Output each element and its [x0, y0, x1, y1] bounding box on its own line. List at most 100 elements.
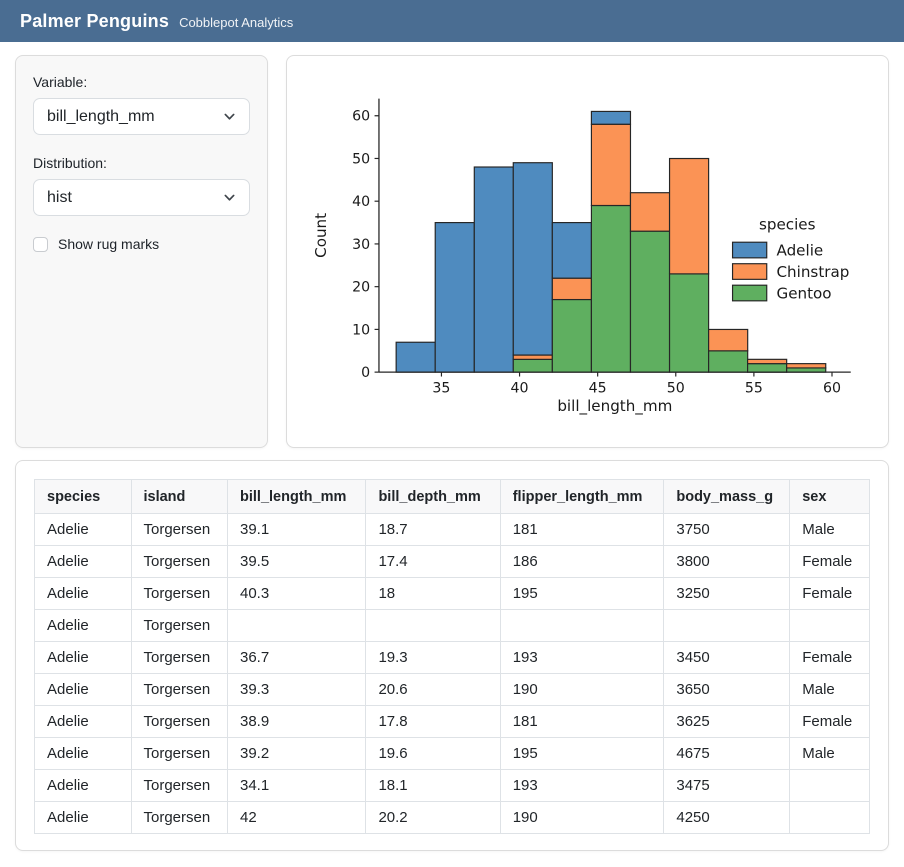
main-content: Variable: bill_length_mm Distribution: h… [0, 42, 904, 851]
bar-chinstrap-bin8 [708, 328, 749, 352]
bar-chinstrap-bin10 [786, 363, 827, 369]
table-cell: 38.9 [226, 705, 367, 738]
table-row: Adelie Torgersen 38.9 17.8 181 3625 Female [34, 705, 870, 738]
chart-legend: species Adelie Chinstrap Gentoo [731, 216, 849, 302]
table-cell: 3800 [663, 545, 791, 578]
table-cell: 20.6 [365, 673, 501, 706]
distribution-select-value: hist [47, 188, 72, 206]
table-cell: 3750 [663, 513, 791, 546]
table-cell: 3625 [663, 705, 791, 738]
bar-adelie-bin1 [434, 222, 475, 373]
y-tick-label: 0 [361, 365, 370, 381]
y-tick-label: 20 [352, 280, 370, 296]
table-cell: 190 [499, 673, 665, 706]
table-cell: Torgersen [130, 641, 228, 674]
table-cell: Adelie [34, 705, 132, 738]
table-cell: 18.7 [365, 513, 501, 546]
table-cell: Adelie [34, 641, 132, 674]
table-row: Adelie Torgersen 40.3 18 195 3250 Female [34, 577, 870, 610]
bar-chinstrap-bin7 [668, 157, 710, 275]
legend-title: species [759, 216, 816, 234]
y-tick-label: 10 [352, 322, 370, 338]
y-tick-label: 60 [352, 109, 370, 125]
table-cell: Adelie [34, 545, 132, 578]
table-cell [663, 609, 791, 642]
table-cell: Female [789, 545, 870, 578]
bar-gentoo-bin4 [551, 298, 592, 373]
chevron-down-icon [223, 110, 236, 123]
table-row: Adelie Torgersen 34.1 18.1 193 3475 [34, 769, 870, 802]
table-cell: 17.4 [365, 545, 501, 578]
table-row: Adelie Torgersen 39.3 20.6 190 3650 Male [34, 673, 870, 706]
table-cell: Male [789, 737, 870, 770]
table-cell: 19.3 [365, 641, 501, 674]
bar-chinstrap-bin9 [747, 358, 788, 365]
histogram-chart: 35 40 45 50 55 60 0 10 20 30 40 50 60 bill_length_mm C… [312, 98, 851, 416]
table-cell: 19.6 [365, 737, 501, 770]
table-cell [789, 609, 870, 642]
app-title: Palmer Penguins [20, 10, 170, 31]
table-cell: 39.2 [226, 737, 367, 770]
show-rug-checkbox[interactable] [33, 236, 48, 252]
bar-gentoo-bin5 [590, 204, 632, 373]
distribution-select[interactable]: hist [33, 179, 250, 216]
y-tick-label: 40 [352, 194, 370, 210]
table-cell: 193 [499, 641, 665, 674]
table-cell: 4675 [663, 737, 791, 770]
table-cell: Torgersen [130, 513, 228, 546]
x-tick-label: 45 [589, 381, 607, 397]
y-axis-label: Count [312, 213, 330, 258]
table-cell: Adelie [34, 577, 132, 610]
table-cell: Female [789, 577, 870, 610]
table-cell: Adelie [34, 801, 132, 834]
table-cell: 181 [499, 513, 665, 546]
column-header-body_mass_g: body_mass_g [663, 479, 791, 514]
legend-swatch-gentoo [731, 284, 768, 302]
penguins-table: species island bill_length_mm bill_depth_mm… [34, 479, 870, 834]
table-cell: Female [789, 641, 870, 674]
table-cell [365, 609, 501, 642]
table-row: Adelie Torgersen 39.2 19.6 195 4675 Male [34, 737, 870, 770]
table-cell: 190 [499, 801, 665, 834]
table-cell: 3450 [663, 641, 791, 674]
data-table-card: species island bill_length_mm bill_depth_mm… [15, 460, 889, 851]
x-axis-label: bill_length_mm [557, 397, 672, 416]
table-cell [789, 769, 870, 802]
y-tick-label: 30 [352, 237, 370, 253]
table-cell: 39.3 [226, 673, 367, 706]
table-row: Adelie Torgersen 36.7 19.3 193 3450 Female [34, 641, 870, 674]
column-header-island: island [130, 479, 228, 514]
table-cell: Torgersen [130, 545, 228, 578]
bar-gentoo-bin7 [668, 273, 710, 373]
table-cell: Torgersen [130, 801, 228, 834]
table-cell: Torgersen [130, 769, 228, 802]
variable-select-value: bill_length_mm [47, 107, 155, 125]
table-row: Adelie Torgersen 39.5 17.4 186 3800 Female [34, 545, 870, 578]
variable-label: Variable: [33, 74, 88, 90]
variable-select[interactable]: bill_length_mm [33, 98, 250, 135]
x-tick-label: 50 [667, 381, 685, 397]
bar-adelie-bin5 [590, 110, 632, 125]
column-header-species: species [34, 479, 132, 514]
table-cell: Adelie [34, 673, 132, 706]
table-cell: Torgersen [130, 673, 228, 706]
table-cell: Male [789, 513, 870, 546]
table-cell: Female [789, 705, 870, 738]
x-tick-label: 55 [745, 381, 763, 397]
table-cell: Male [789, 673, 870, 706]
legend-label-adelie: Adelie [777, 241, 824, 259]
table-cell [499, 609, 665, 642]
table-cell: 39.1 [226, 513, 367, 546]
table-row: Adelie Torgersen 39.1 18.7 181 3750 Male [34, 513, 870, 546]
table-row: Adelie Torgersen [34, 609, 870, 642]
table-cell [226, 609, 367, 642]
column-header-flipper_length_mm: flipper_length_mm [499, 479, 665, 514]
show-rug-label: Show rug marks [58, 236, 160, 252]
table-cell: 4250 [663, 801, 791, 834]
table-cell: 3250 [663, 577, 791, 610]
bar-chinstrap-bin3 [512, 354, 553, 360]
column-header-bill_length_mm: bill_length_mm [226, 479, 367, 514]
bar-chinstrap-bin6 [629, 192, 671, 232]
table-cell: 42 [226, 801, 367, 834]
table-cell: 181 [499, 705, 665, 738]
